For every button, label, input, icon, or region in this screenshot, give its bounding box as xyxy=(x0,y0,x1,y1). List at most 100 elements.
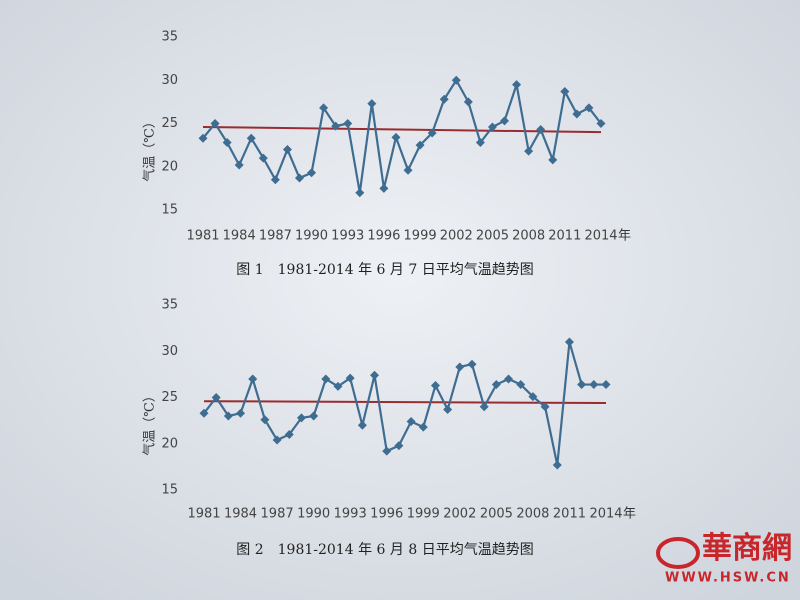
data-point xyxy=(345,373,355,383)
x-tick-label: 1993 xyxy=(334,507,367,522)
x-tick-label: 2002 xyxy=(440,229,473,244)
data-point xyxy=(234,160,244,170)
x-tick-label: 2008 xyxy=(512,229,545,244)
data-point xyxy=(516,380,526,390)
data-point xyxy=(296,413,306,423)
data-point xyxy=(504,374,514,384)
x-tick-label: 2008 xyxy=(516,507,549,522)
data-point xyxy=(584,103,594,113)
data-point xyxy=(248,374,258,384)
data-point xyxy=(321,374,331,384)
data-point xyxy=(236,408,246,418)
data-point xyxy=(222,138,232,148)
x-axis-label: 年 xyxy=(623,507,636,522)
y-axis-label: 气温（℃） xyxy=(142,115,158,182)
data-point xyxy=(589,380,599,390)
data-point xyxy=(427,128,437,138)
data-point xyxy=(601,380,611,390)
data-point xyxy=(467,359,477,369)
data-point xyxy=(536,125,546,135)
data-point xyxy=(260,415,270,425)
y-tick-label: 15 xyxy=(161,483,178,498)
x-tick-label: 2011 xyxy=(548,229,581,244)
data-point xyxy=(596,119,606,128)
data-point xyxy=(198,133,208,143)
data-point xyxy=(564,337,574,347)
data-point xyxy=(548,155,558,165)
x-tick-label: 1984 xyxy=(224,507,257,522)
y-tick-label: 30 xyxy=(161,344,178,359)
x-tick-label: 2014 xyxy=(589,507,622,522)
x-tick-label: 1987 xyxy=(261,507,294,522)
y-axis-label: 气温（℃） xyxy=(142,389,158,456)
data-point xyxy=(394,441,404,451)
x-tick-label: 1990 xyxy=(295,229,328,244)
y-tick-label: 20 xyxy=(161,159,178,174)
x-tick-label: 2005 xyxy=(476,229,509,244)
data-point xyxy=(379,183,389,193)
data-point xyxy=(333,381,343,391)
x-axis-label: 年 xyxy=(618,229,631,244)
data-point xyxy=(284,430,294,439)
x-tick-label: 1996 xyxy=(367,229,400,244)
x-tick-label: 1996 xyxy=(370,507,403,522)
data-point xyxy=(430,380,440,390)
y-tick-label: 20 xyxy=(161,436,178,451)
y-tick-label: 30 xyxy=(161,73,178,88)
data-point xyxy=(331,121,341,131)
data-point xyxy=(307,168,317,178)
data-point xyxy=(540,402,550,412)
chart-title: 图 1 1981-2014 年 6 月 7 日平均气温趋势图 xyxy=(236,262,533,278)
data-point xyxy=(463,97,473,107)
x-tick-label: 1981 xyxy=(186,229,219,244)
y-tick-label: 25 xyxy=(161,116,178,131)
x-tick-label: 2011 xyxy=(553,507,586,522)
data-point xyxy=(451,75,461,85)
watermark-url: WWW.HSW.CN xyxy=(665,571,791,586)
data-point xyxy=(382,446,392,456)
y-tick-label: 25 xyxy=(161,390,178,405)
x-tick-label: 2002 xyxy=(443,507,476,522)
data-point xyxy=(294,173,304,183)
x-tick-label: 2014 xyxy=(584,229,617,244)
x-tick-label: 1993 xyxy=(331,229,364,244)
data-point xyxy=(258,153,268,163)
data-point xyxy=(270,175,280,185)
data-point xyxy=(487,122,497,132)
x-tick-label: 1987 xyxy=(259,229,292,244)
data-point xyxy=(210,119,220,128)
data-point xyxy=(370,370,380,380)
x-tick-label: 2005 xyxy=(480,507,513,522)
x-tick-label: 1990 xyxy=(297,507,330,522)
chart-title: 图 2 1981-2014 年 6 月 8 日平均气温趋势图 xyxy=(236,542,533,558)
data-point xyxy=(199,408,209,418)
y-tick-label: 15 xyxy=(161,203,178,218)
data-point xyxy=(406,417,416,427)
data-point xyxy=(418,422,428,432)
data-point xyxy=(500,116,510,126)
data-point xyxy=(491,380,501,390)
data-point xyxy=(246,133,256,143)
data-point xyxy=(391,132,401,142)
data-point xyxy=(512,80,522,90)
data-point xyxy=(479,402,489,412)
watermark-logo xyxy=(656,537,700,569)
data-point xyxy=(319,103,329,113)
data-point xyxy=(357,420,367,430)
data-point xyxy=(309,411,319,421)
data-point xyxy=(211,393,221,402)
data-point xyxy=(572,109,582,119)
y-tick-label: 35 xyxy=(161,30,178,45)
data-point xyxy=(415,140,425,150)
data-point xyxy=(560,86,570,96)
x-tick-label: 1981 xyxy=(187,507,220,522)
data-point xyxy=(343,119,353,128)
data-point xyxy=(443,405,453,415)
x-tick-label: 1999 xyxy=(407,507,440,522)
data-point xyxy=(282,144,292,154)
data-point xyxy=(439,94,449,104)
data-line xyxy=(203,341,606,466)
